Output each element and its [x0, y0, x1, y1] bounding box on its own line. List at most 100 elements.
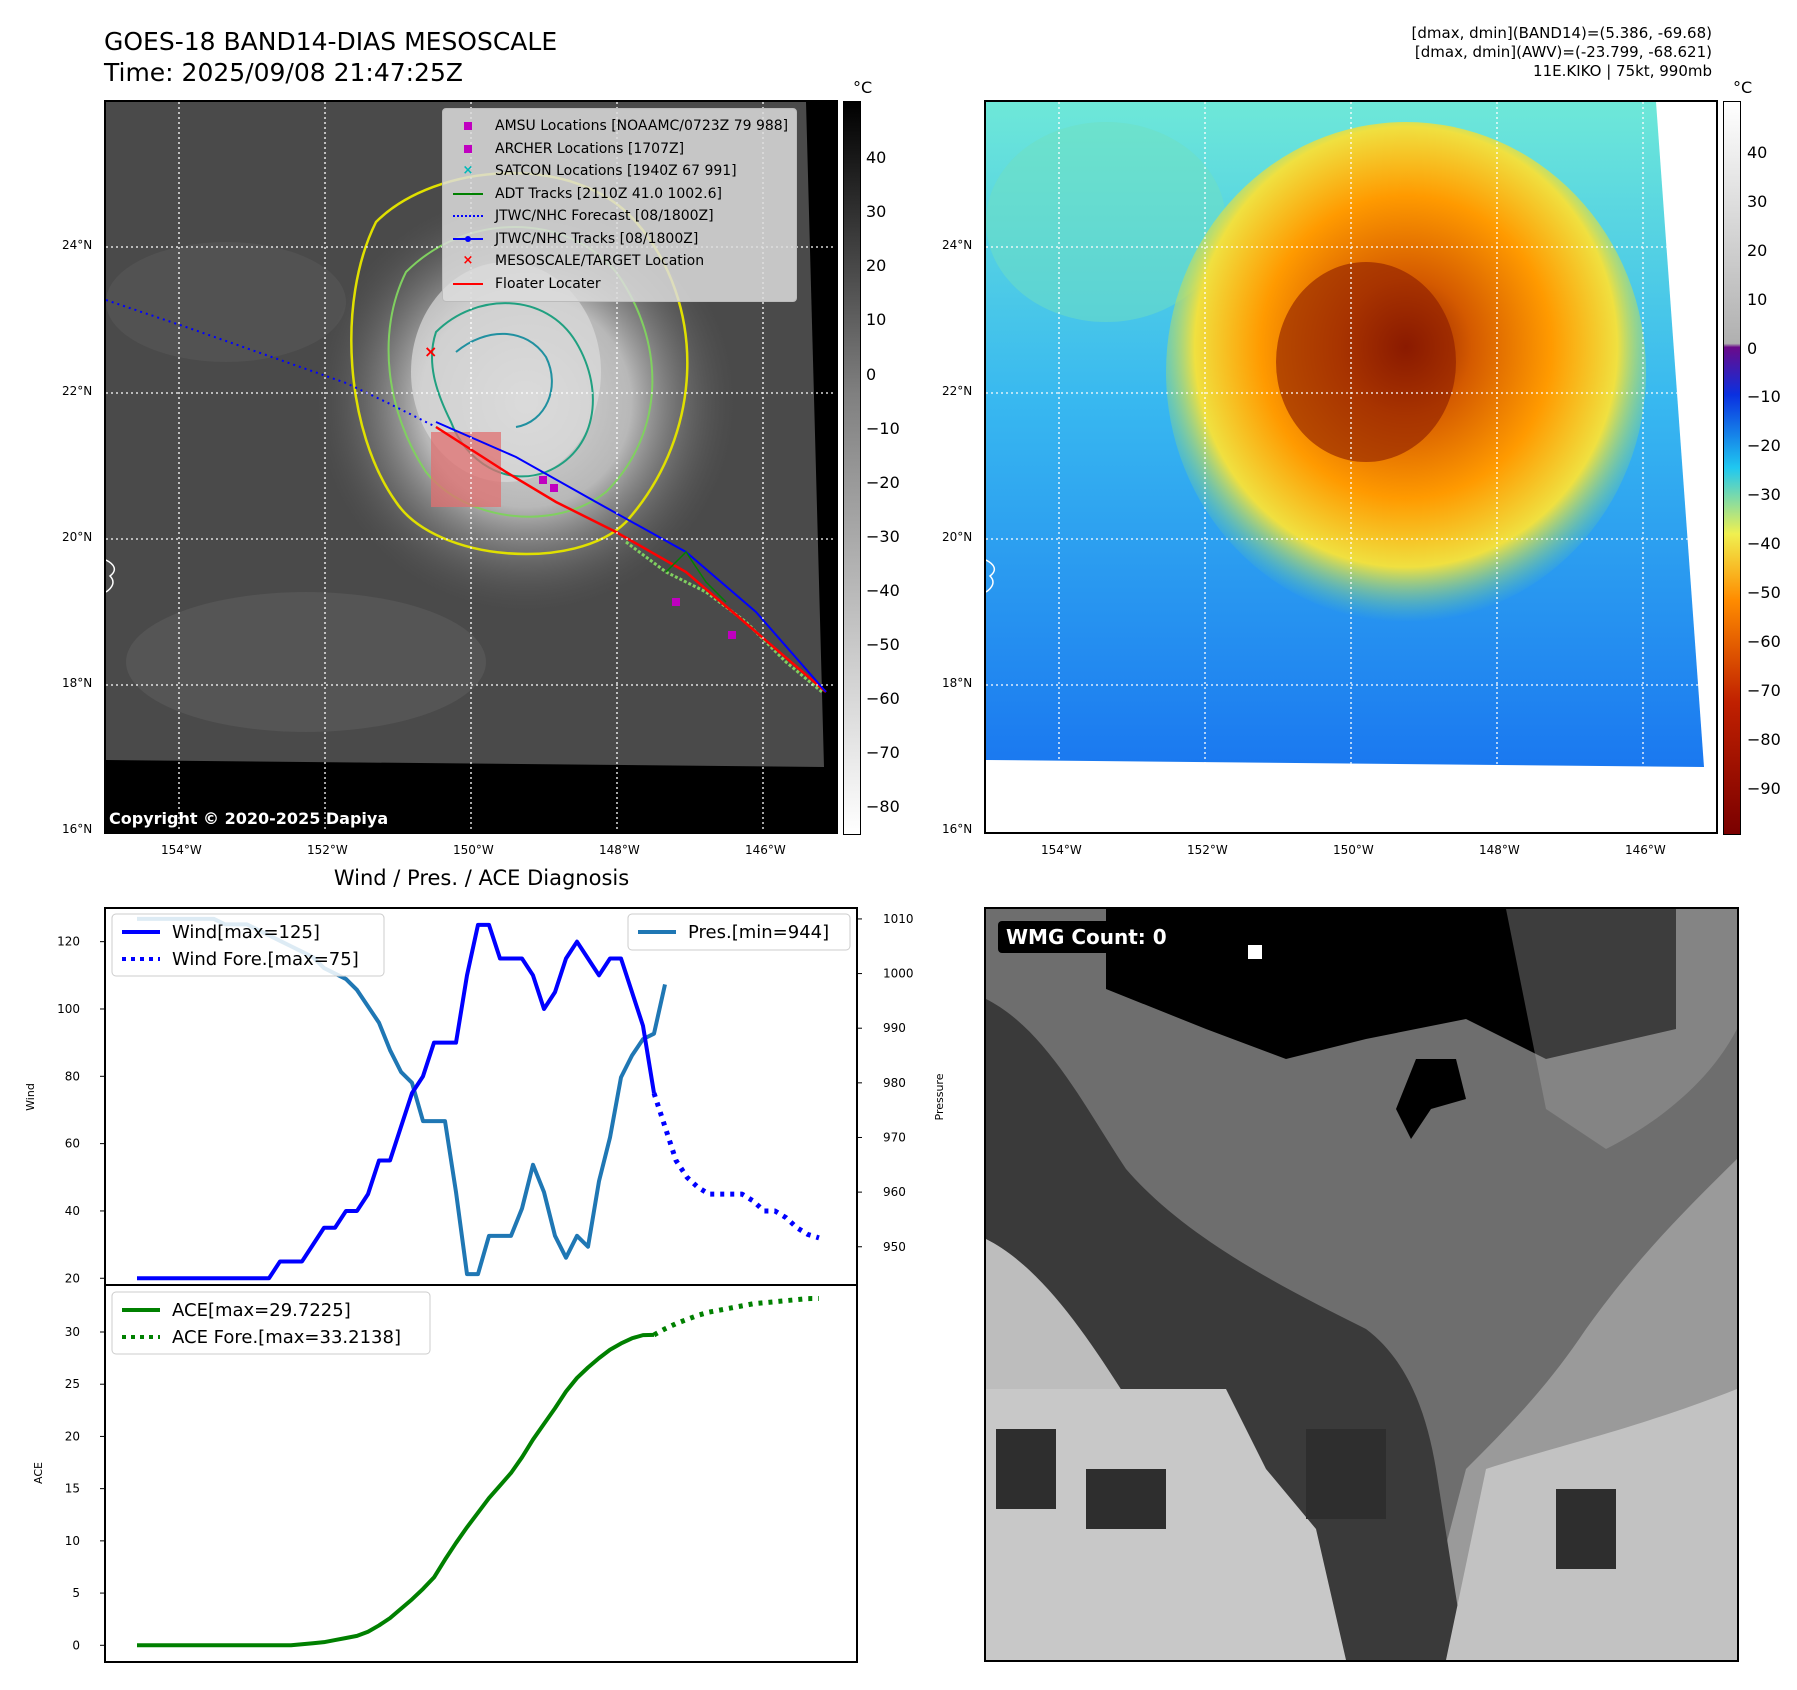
- wind-legend-entry-label: Wind[max=125]: [172, 922, 320, 943]
- ace-tick-label: 15: [65, 1482, 80, 1496]
- ace-tick-label: 10: [65, 1534, 80, 1548]
- lon-tick-148: 148°W: [599, 843, 640, 857]
- lat-tick-24: 24°N: [62, 238, 93, 252]
- map-legend: AMSU Locations [NOAAMC/0723Z 79 988] ARC…: [442, 108, 798, 302]
- color-tick: −30: [1747, 485, 1781, 504]
- lon-tick-150: 150°W: [453, 843, 494, 857]
- lon-tick-150: 150°W: [1333, 843, 1374, 857]
- legend-satcon: × SATCON Locations [1940Z 67 991]: [451, 160, 788, 183]
- pressure-tick-label: 990: [883, 1021, 906, 1035]
- color-map-panel: [984, 100, 1718, 834]
- gray-tick: −50: [866, 635, 900, 654]
- adt-line-icon: [451, 192, 485, 195]
- lon-tick-152: 152°W: [1187, 843, 1228, 857]
- pressure-tick-label: 970: [883, 1130, 906, 1144]
- amsu-square-icon: [451, 122, 485, 131]
- legend-archer: ARCHER Locations [1707Z]: [451, 138, 788, 161]
- ace-legend-entry-label: ACE[max=29.7225]: [172, 1300, 351, 1321]
- gray-tick: −40: [866, 581, 900, 600]
- lat-tick-18: 18°N: [942, 676, 973, 690]
- color-tick: 30: [1747, 192, 1768, 211]
- wmg-image: [986, 909, 1737, 1660]
- wind-tick-label: 60: [65, 1137, 80, 1151]
- ace-tick-label: 25: [65, 1377, 80, 1391]
- stat-band14: [dmax, dmin](BAND14)=(5.386, -69.68): [1411, 24, 1712, 42]
- color-tick: −70: [1747, 681, 1781, 700]
- color-tick: −40: [1747, 534, 1781, 553]
- gray-tick: −10: [866, 419, 900, 438]
- gray-tick: −20: [866, 473, 900, 492]
- satcon-x-icon: ×: [462, 163, 474, 178]
- wind-tick-label: 20: [65, 1271, 80, 1285]
- tracks-line-dot-icon: [451, 235, 485, 243]
- ace-axis-title: ACE: [32, 1462, 45, 1484]
- stat-storm: 11E.KIKO | 75kt, 990mb: [1533, 62, 1712, 80]
- lat-tick-24: 24°N: [942, 238, 973, 252]
- floater-line-icon: [451, 282, 485, 285]
- lon-tick-146: 146°W: [1625, 843, 1666, 857]
- legend-tracks: JTWC/NHC Tracks [08/1800Z]: [451, 228, 788, 251]
- stat-awv: [dmax, dmin](AWV)=(-23.799, -68.621): [1414, 43, 1712, 61]
- wind-tick-label: 40: [65, 1204, 80, 1218]
- color-tick: −90: [1747, 779, 1781, 798]
- wind-tick-label: 80: [65, 1069, 80, 1083]
- ace-tick-label: 30: [65, 1325, 80, 1339]
- pressure-tick-label: 980: [883, 1076, 906, 1090]
- color-tick: 40: [1747, 143, 1768, 162]
- lat-tick-16: 16°N: [62, 822, 93, 836]
- lon-tick-152: 152°W: [307, 843, 348, 857]
- copyright-text: Copyright © 2020-2025 Dapiya: [109, 809, 389, 828]
- stats-header: [dmax, dmin](BAND14)=(5.386, -69.68) [dm…: [1412, 24, 1712, 81]
- title-line-2: Time: 2025/09/08 21:47:25Z: [104, 58, 463, 87]
- color-colorbar-unit: °C: [1733, 78, 1753, 97]
- pressure-tick-label: 1010: [883, 912, 914, 926]
- ace-series-line: [137, 1332, 655, 1648]
- wind-tick-label: 100: [57, 1002, 80, 1016]
- ir-map-panel: × Copyright © 2020-2025 Dapiya AMSU Loca…: [104, 100, 838, 834]
- wind-forecast-series-line: [651, 1092, 820, 1241]
- color-tick: −20: [1747, 436, 1781, 455]
- color-map-image: [986, 102, 1716, 832]
- color-tick: 20: [1747, 241, 1768, 260]
- mesoscale-x-icon: ×: [462, 253, 474, 268]
- gray-tick: −80: [866, 797, 900, 816]
- lat-tick-16: 16°N: [942, 822, 973, 836]
- gray-tick: 30: [866, 202, 887, 221]
- wind-forecast-legend-entry-label: Wind Fore.[max=75]: [172, 949, 359, 970]
- color-tick: 10: [1747, 290, 1768, 309]
- lat-tick-22: 22°N: [942, 384, 973, 398]
- ace-tick-label: 0: [72, 1638, 80, 1652]
- lon-tick-154: 154°W: [161, 843, 202, 857]
- color-tick: −10: [1747, 387, 1781, 406]
- lon-tick-154: 154°W: [1041, 843, 1082, 857]
- ace-legend: [111, 1291, 431, 1355]
- color-tick: −80: [1747, 730, 1781, 749]
- gray-tick: 20: [866, 256, 887, 275]
- wmg-panel: WMG Count: 0: [984, 907, 1739, 1662]
- svg-text:×: ×: [424, 342, 437, 361]
- color-colorbar: [1723, 101, 1741, 835]
- ace-forecast-series-line: [652, 1295, 820, 1338]
- figure-title: GOES-18 BAND14-DIAS MESOSCALE Time: 2025…: [104, 26, 557, 88]
- gray-colorbar: [843, 101, 861, 835]
- ace-tick-label: 20: [65, 1429, 80, 1443]
- lat-tick-22: 22°N: [62, 384, 93, 398]
- wind-legend: [111, 913, 385, 977]
- gray-tick: 0: [866, 365, 877, 384]
- archer-square-icon: [451, 144, 485, 153]
- color-tick: 0: [1747, 339, 1758, 358]
- ace-axes-frame: [104, 1284, 858, 1663]
- lon-tick-148: 148°W: [1479, 843, 1520, 857]
- pressure-tick-label: 1000: [883, 967, 914, 981]
- pressure-tick-label: 950: [883, 1240, 906, 1254]
- gray-tick: 40: [866, 148, 887, 167]
- pressure-tick-label: 960: [883, 1185, 906, 1199]
- wind-axis-title: Wind: [24, 1083, 37, 1111]
- color-tick: −60: [1747, 632, 1781, 651]
- legend-amsu: AMSU Locations [NOAAMC/0723Z 79 988]: [451, 115, 788, 138]
- diagnosis-title: Wind / Pres. / ACE Diagnosis: [333, 866, 630, 890]
- gray-tick: −60: [866, 689, 900, 708]
- pressure-axis-title: Pressure: [933, 1073, 946, 1120]
- wind-tick-label: 120: [57, 935, 80, 949]
- legend-mesoscale: × MESOSCALE/TARGET Location: [451, 250, 788, 273]
